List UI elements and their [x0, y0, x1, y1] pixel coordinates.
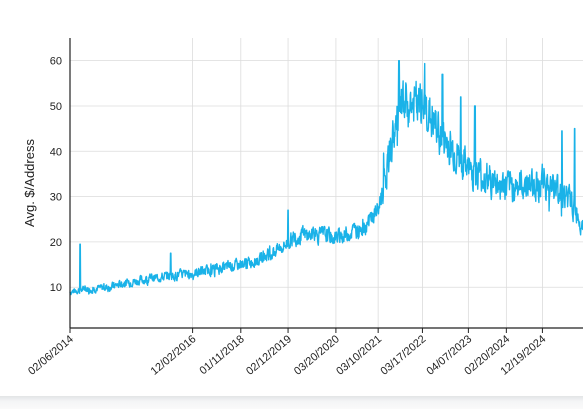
y-tick-label: 60	[50, 56, 62, 68]
chart-card	[0, 0, 583, 398]
x-tick-label: 02/12/2019	[244, 333, 294, 378]
y-axis-title: Avg. $/Address	[22, 139, 37, 227]
series-line	[69, 60, 583, 296]
y-tick-label: 50	[50, 101, 62, 113]
x-tick-label: 03/20/2020	[292, 333, 342, 378]
x-tick-label: 03/10/2021	[334, 333, 384, 378]
x-tick-label: 01/11/2018	[197, 333, 246, 377]
y-tick-labels: 10 20 30 40 50 60	[50, 56, 62, 295]
x-tick-label: 02/06/2014	[26, 333, 76, 378]
y-tick-label: 40	[50, 146, 62, 158]
y-tick-label: 30	[50, 192, 62, 204]
y-tick-label: 20	[50, 237, 62, 249]
x-tick-label: 03/17/2022	[378, 333, 428, 378]
y-tick-label: 10	[50, 282, 62, 294]
x-tick-labels: 02/06/2014 12/02/201601/11/201802/12/2019…	[26, 333, 548, 378]
axes	[69, 38, 583, 333]
x-tick-label: 12/02/2016	[149, 333, 199, 378]
line-chart: 02/06/2014 12/02/201601/11/201802/12/2019…	[22, 38, 583, 378]
series-group	[69, 60, 583, 296]
card-bottom-shadow	[0, 396, 583, 409]
